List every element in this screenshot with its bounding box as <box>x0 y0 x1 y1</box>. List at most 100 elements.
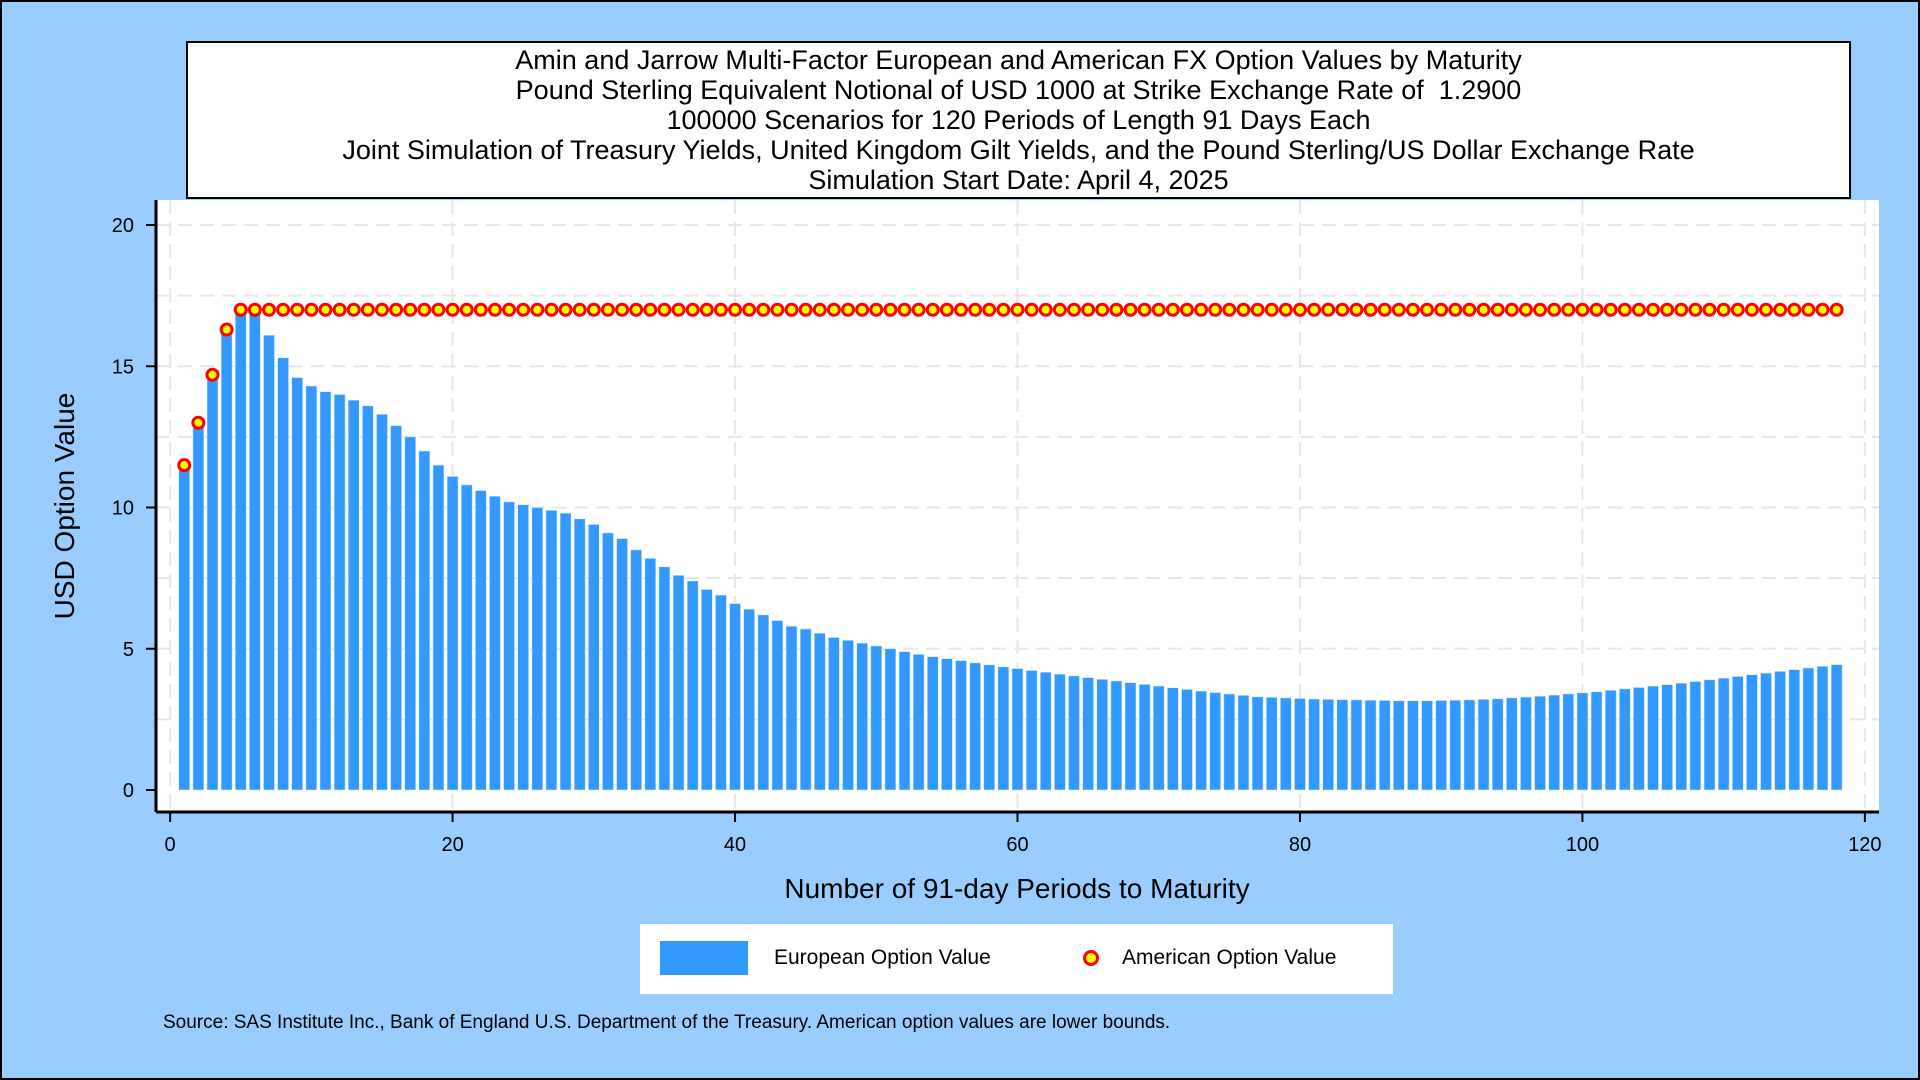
european-bar <box>885 649 896 790</box>
x-tick-label: 120 <box>1848 834 1881 856</box>
american-marker <box>419 304 430 315</box>
european-bar <box>1732 676 1743 790</box>
american-marker <box>362 304 373 315</box>
legend-american-label: American Option Value <box>1122 946 1336 970</box>
european-bar <box>1323 699 1334 790</box>
american-marker <box>1732 304 1743 315</box>
european-bar <box>744 609 755 790</box>
european-bar <box>1633 687 1644 790</box>
european-bar <box>828 637 839 790</box>
european-bar <box>1210 693 1221 790</box>
european-bar <box>221 330 232 790</box>
european-bar <box>1676 683 1687 790</box>
american-marker <box>1167 304 1178 315</box>
european-bar <box>504 502 515 790</box>
european-bar <box>786 626 797 790</box>
american-marker <box>1506 304 1517 315</box>
american-marker <box>433 304 444 315</box>
x-tick-label: 0 <box>165 834 176 856</box>
y-axis-label: USD Option Value <box>49 393 80 620</box>
american-marker <box>772 304 783 315</box>
american-marker <box>348 304 359 315</box>
european-bar <box>1761 673 1772 790</box>
legend-american-marker <box>1083 950 1099 966</box>
european-bar <box>1407 701 1418 790</box>
american-marker <box>1294 304 1305 315</box>
american-marker <box>574 304 585 315</box>
american-marker <box>871 304 882 315</box>
european-bar <box>1422 701 1433 790</box>
european-bar <box>1393 701 1404 790</box>
american-marker <box>560 304 571 315</box>
european-bar <box>673 575 684 790</box>
american-marker <box>1210 304 1221 315</box>
american-marker <box>1097 304 1108 315</box>
european-bar <box>1619 689 1630 790</box>
european-bar <box>1040 672 1051 790</box>
american-marker <box>1266 304 1277 315</box>
american-marker <box>1591 304 1602 315</box>
european-bar <box>1379 700 1390 790</box>
american-marker <box>235 304 246 315</box>
european-bar <box>1252 697 1263 790</box>
european-bar <box>772 621 783 791</box>
european-bar <box>857 643 868 790</box>
american-marker <box>828 304 839 315</box>
american-marker <box>475 304 486 315</box>
american-marker <box>602 304 613 315</box>
european-bar <box>179 465 190 790</box>
european-bar <box>1563 694 1574 790</box>
american-marker <box>263 304 274 315</box>
american-marker <box>207 369 218 380</box>
european-bar <box>998 667 1009 790</box>
american-marker <box>941 304 952 315</box>
european-bar <box>701 589 712 790</box>
european-bar <box>1309 699 1320 790</box>
american-marker <box>1549 304 1560 315</box>
american-marker <box>1379 304 1390 315</box>
european-bar <box>306 386 317 790</box>
legend-european-label: European Option Value <box>774 946 991 970</box>
european-bar <box>1026 671 1037 790</box>
american-marker <box>659 304 670 315</box>
european-bar <box>320 392 331 790</box>
american-marker <box>1309 304 1320 315</box>
european-bar <box>1535 696 1546 790</box>
y-tick-label: 15 <box>112 356 134 378</box>
american-marker <box>1111 304 1122 315</box>
european-bar <box>1337 700 1348 790</box>
american-marker <box>1083 304 1094 315</box>
american-marker <box>1436 304 1447 315</box>
american-marker <box>546 304 557 315</box>
american-marker <box>1139 304 1150 315</box>
european-bar <box>1549 695 1560 790</box>
american-marker <box>1323 304 1334 315</box>
european-bar <box>1464 700 1475 790</box>
american-marker <box>956 304 967 315</box>
european-bar <box>970 663 981 790</box>
american-marker <box>1662 304 1673 315</box>
y-tick-label: 20 <box>112 215 134 237</box>
american-marker <box>320 304 331 315</box>
european-bar <box>1238 695 1249 790</box>
american-marker <box>857 304 868 315</box>
american-marker <box>786 304 797 315</box>
european-bar <box>334 395 345 791</box>
american-marker <box>588 304 599 315</box>
american-marker <box>405 304 416 315</box>
european-bar <box>1294 698 1305 790</box>
american-marker <box>1280 304 1291 315</box>
european-bar <box>207 375 218 790</box>
european-bar <box>1280 698 1291 790</box>
european-bar <box>249 310 260 790</box>
european-bar <box>376 414 387 790</box>
x-tick-label: 20 <box>441 834 463 856</box>
american-marker <box>1068 304 1079 315</box>
american-marker <box>1054 304 1065 315</box>
european-bar <box>984 665 995 790</box>
european-bar <box>1167 688 1178 790</box>
x-tick-label: 40 <box>724 834 746 856</box>
american-marker <box>504 304 515 315</box>
european-bar <box>899 652 910 790</box>
european-bar <box>843 640 854 790</box>
